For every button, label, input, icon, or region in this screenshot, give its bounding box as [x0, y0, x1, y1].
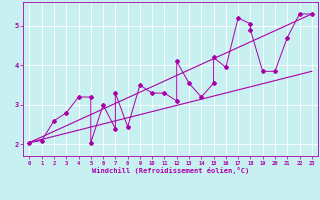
X-axis label: Windchill (Refroidissement éolien,°C): Windchill (Refroidissement éolien,°C) — [92, 167, 249, 174]
